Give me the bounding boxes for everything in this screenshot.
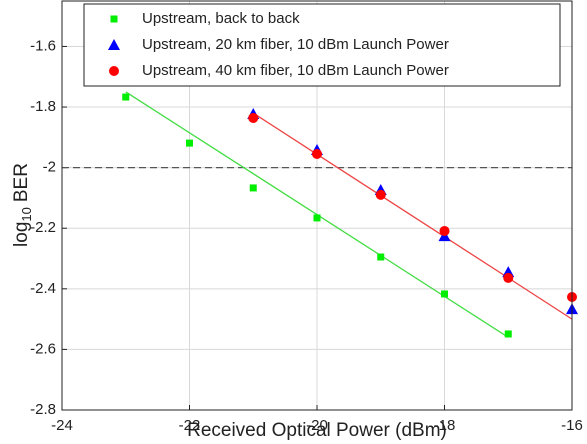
y-axis-label: log10 BER [11, 163, 34, 247]
marker-square [186, 139, 193, 147]
marker-triangle [108, 39, 120, 50]
y-tick-label: -2.4 [30, 280, 56, 297]
legend-box [83, 3, 561, 87]
marker-circle [439, 225, 450, 236]
plot-frame [61, 0, 573, 411]
y-label-rest: BER [11, 163, 32, 202]
x-tick-label: -18 [434, 417, 456, 434]
marker-square [313, 214, 321, 222]
x-tick-label: -20 [306, 417, 328, 434]
x-tick-label: -22 [179, 417, 201, 434]
marker-circle [375, 189, 386, 200]
fit-line [252, 112, 573, 320]
marker-circle [503, 272, 514, 283]
y-tick-label: -2.2 [30, 219, 56, 236]
y-tick-label: -1.8 [30, 98, 56, 115]
y-tick-label: -2 [43, 159, 56, 176]
x-axis-label: Received Optical Power (dBm) [187, 420, 447, 441]
marker-square [441, 290, 448, 298]
y-tick-label: -1.6 [30, 37, 56, 54]
legend-label: Upstream, 40 km fiber, 10 dBm Launch Pow… [142, 62, 449, 79]
y-tick-label: -2.6 [30, 340, 56, 357]
marker-square [377, 253, 385, 261]
x-tick-label: -16 [561, 417, 583, 434]
y-tick-label: -2.8 [30, 401, 56, 418]
legend-label: Upstream, 20 km fiber, 10 dBm Launch Pow… [142, 36, 449, 53]
marker-square [504, 330, 512, 338]
marker-circle [312, 148, 322, 159]
marker-square [122, 93, 130, 101]
y-label-sub: 10 [19, 207, 34, 221]
x-tick-label: -24 [51, 417, 73, 434]
marker-circle [248, 112, 259, 123]
legend-label: Upstream, back to back [142, 10, 300, 27]
y-label-log: log [11, 222, 32, 247]
marker-square [249, 184, 257, 192]
marker-circle [109, 66, 119, 76]
marker-square [110, 15, 118, 23]
